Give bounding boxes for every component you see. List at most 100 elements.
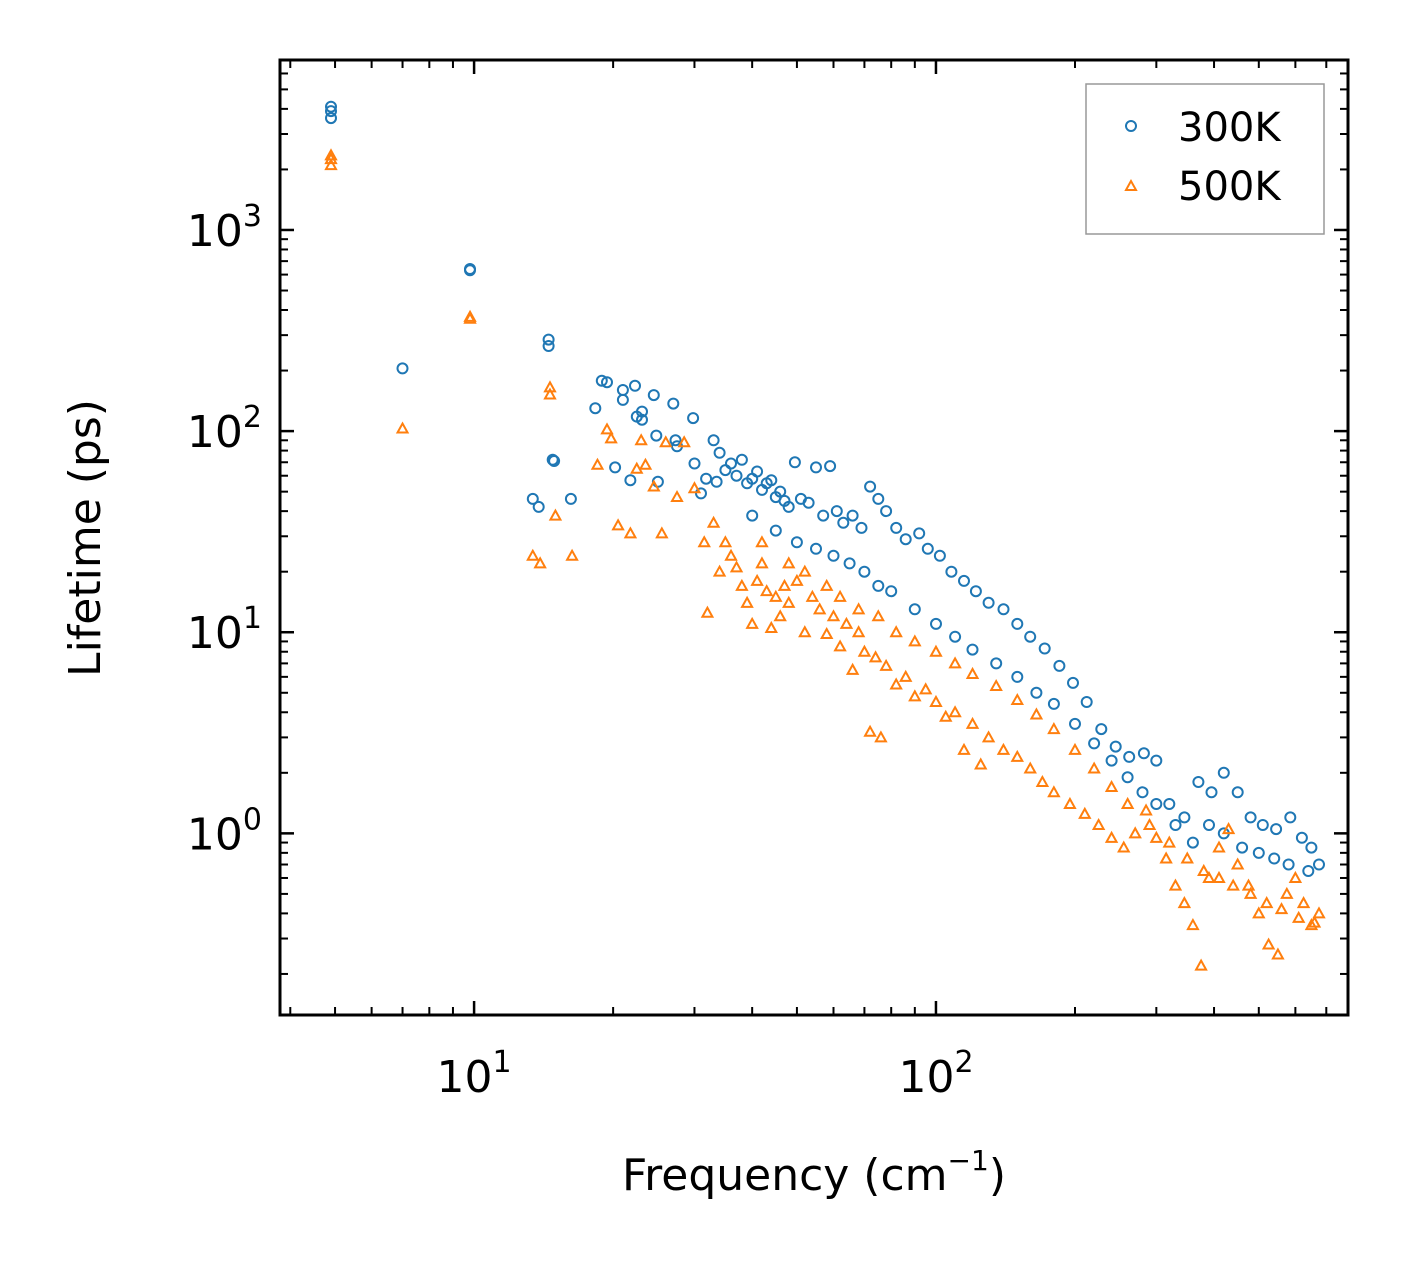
point-500K	[655, 526, 669, 539]
point-300K	[564, 492, 577, 505]
point-300K	[636, 405, 648, 418]
point-300K	[824, 460, 837, 473]
point-500K	[1212, 870, 1226, 883]
point-500K	[1168, 878, 1183, 891]
point-300K	[1256, 819, 1269, 831]
point-300K	[982, 596, 995, 609]
point-500K	[630, 461, 644, 474]
point-500K	[1280, 886, 1294, 899]
y-tick-labels: 100 101 102 103	[187, 199, 262, 860]
point-500K	[989, 678, 1003, 692]
point-500K	[1047, 785, 1061, 798]
point-500K	[1023, 761, 1037, 774]
point-300K	[601, 376, 613, 389]
point-300K	[1150, 798, 1163, 810]
y-tick-label: 102	[187, 400, 262, 458]
point-500K	[1271, 947, 1285, 960]
point-500K	[565, 548, 579, 561]
point-500K	[981, 730, 996, 743]
point-300K	[1268, 852, 1281, 865]
point-300K	[810, 461, 822, 474]
point-500K	[1177, 896, 1192, 909]
y-tick-label: 101	[187, 601, 262, 659]
point-300K	[1053, 659, 1066, 672]
point-500K	[670, 489, 684, 503]
point-500K	[996, 742, 1011, 755]
point-300K	[1067, 676, 1079, 689]
point-500K	[755, 535, 769, 548]
point-300K	[958, 574, 970, 587]
point-500K	[697, 535, 711, 548]
point-500K	[324, 152, 338, 165]
point-300K	[810, 542, 822, 555]
point-300K	[650, 429, 663, 442]
point-500K	[1104, 830, 1119, 843]
series-300K	[325, 100, 1325, 877]
point-500K	[1091, 817, 1106, 831]
point-500K	[782, 556, 796, 569]
point-300K	[542, 340, 555, 352]
point-300K	[855, 521, 868, 534]
point-500K	[1047, 722, 1061, 735]
point-300K	[765, 474, 778, 487]
point-500K	[729, 560, 744, 573]
point-500K	[777, 578, 792, 591]
point-300K	[629, 379, 641, 392]
point-500K	[463, 311, 477, 324]
point-500K	[857, 644, 872, 657]
point-300K	[1137, 747, 1150, 760]
point-500K	[833, 589, 847, 602]
point-300K	[1186, 836, 1199, 849]
point-500K	[1068, 742, 1082, 755]
point-500K	[395, 421, 410, 434]
x-tick-labels: 101 102	[437, 1045, 974, 1103]
point-500K	[745, 616, 759, 629]
point-300K	[695, 487, 707, 500]
point-500K	[634, 433, 648, 446]
point-300K	[872, 492, 885, 505]
point-300K	[526, 492, 539, 505]
point-300K	[769, 524, 782, 537]
point-500K	[700, 605, 715, 618]
point-500K	[839, 616, 854, 629]
point-500K	[1261, 937, 1276, 950]
point-300K	[1302, 865, 1315, 877]
point-300K	[700, 472, 713, 485]
legend-frame	[1085, 83, 1325, 235]
point-300K	[802, 496, 815, 509]
x-tick-label: 102	[898, 1045, 973, 1103]
point-300K	[688, 457, 701, 470]
point-300K	[890, 521, 903, 534]
point-500K	[863, 724, 877, 737]
point-300K	[966, 643, 979, 656]
point-300K	[751, 465, 764, 478]
point-500K	[324, 158, 338, 171]
point-300K	[864, 480, 877, 493]
point-500K	[1120, 796, 1135, 809]
point-500K	[1202, 870, 1216, 883]
point-300K	[1205, 786, 1218, 799]
point-500K	[623, 526, 638, 539]
point-300K	[730, 469, 743, 482]
point-500K	[1291, 910, 1306, 923]
point-300K	[325, 105, 337, 118]
point-500K	[1149, 830, 1164, 843]
point-500K	[1312, 906, 1326, 919]
point-300K	[325, 100, 337, 113]
point-300K	[1236, 841, 1249, 854]
point-500K	[899, 669, 913, 682]
point-300K	[846, 509, 859, 522]
point-500K	[1010, 693, 1024, 706]
point-300K	[589, 402, 602, 415]
point-300K	[1024, 630, 1037, 643]
point-300K	[817, 509, 830, 522]
point-500K	[812, 602, 827, 615]
point-300K	[949, 630, 962, 643]
point-300K	[1169, 819, 1182, 831]
point-500K	[1029, 707, 1044, 720]
point-300K	[1313, 858, 1325, 871]
point-500K	[1010, 749, 1024, 762]
point-300K	[1163, 798, 1176, 810]
point-500K	[1243, 886, 1258, 899]
point-500K	[1159, 851, 1173, 864]
